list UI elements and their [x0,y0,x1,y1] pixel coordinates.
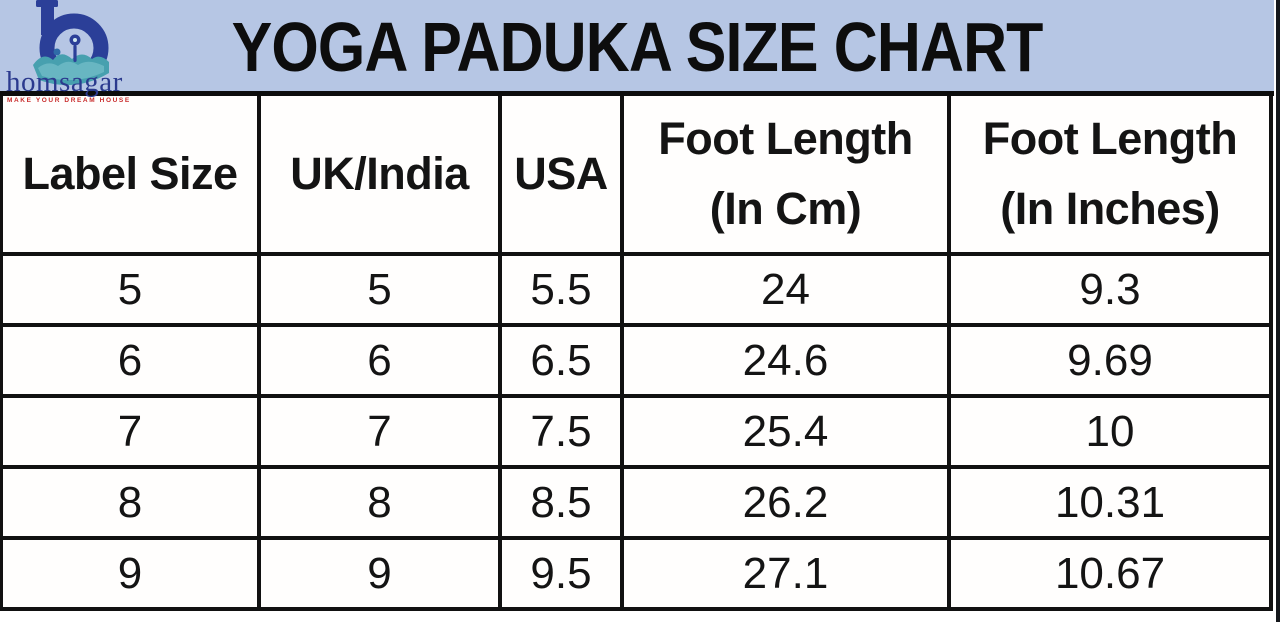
header-cell-uk-india: UK/India [261,96,502,256]
table-cell: 9.3 [951,256,1269,327]
table-cell: 27.1 [624,540,951,611]
table-cell: 5 [3,256,261,327]
table-cell: 10.67 [951,540,1269,611]
brand-tagline: MAKE YOUR DREAM HOUSE [7,97,131,104]
table-cell: 7 [261,398,502,469]
table-cell: 8.5 [502,469,624,540]
brand-name: homsagar [6,66,123,98]
table-cell: 8 [3,469,261,540]
table-cell: 9 [261,540,502,611]
brand-logo: homsagar MAKE YOUR DREAM HOUSE [4,0,144,105]
table-cell: 5.5 [502,256,624,327]
table-cell: 24.6 [624,327,951,398]
table-cell: 26.2 [624,469,951,540]
page-title: YOGA PADUKA SIZE CHART [231,7,1044,86]
table-cell: 7 [3,398,261,469]
table-cell: 10 [951,398,1269,469]
size-table: Label Size UK/India USA Foot Length (In … [0,96,1273,611]
water-flask-logo-icon [4,0,144,92]
table-cell: 9 [3,540,261,611]
title-banner: YOGA PADUKA SIZE CHART [0,0,1274,96]
table-cell: 10.31 [951,469,1269,540]
table-cell: 6 [261,327,502,398]
header-cell-label-size: Label Size [3,96,261,256]
table-cell: 7.5 [502,398,624,469]
table-cell: 6 [3,327,261,398]
right-edge-rule [1276,0,1280,622]
table-cell: 6.5 [502,327,624,398]
table-cell: 9.5 [502,540,624,611]
header-cell-foot-length-cm: Foot Length (In Cm) [624,96,951,256]
table-cell: 9.69 [951,327,1269,398]
table-cell: 24 [624,256,951,327]
table-cell: 5 [261,256,502,327]
table-cell: 8 [261,469,502,540]
header-cell-foot-length-inches: Foot Length (In Inches) [951,96,1269,256]
table-cell: 25.4 [624,398,951,469]
header-cell-usa: USA [502,96,624,256]
